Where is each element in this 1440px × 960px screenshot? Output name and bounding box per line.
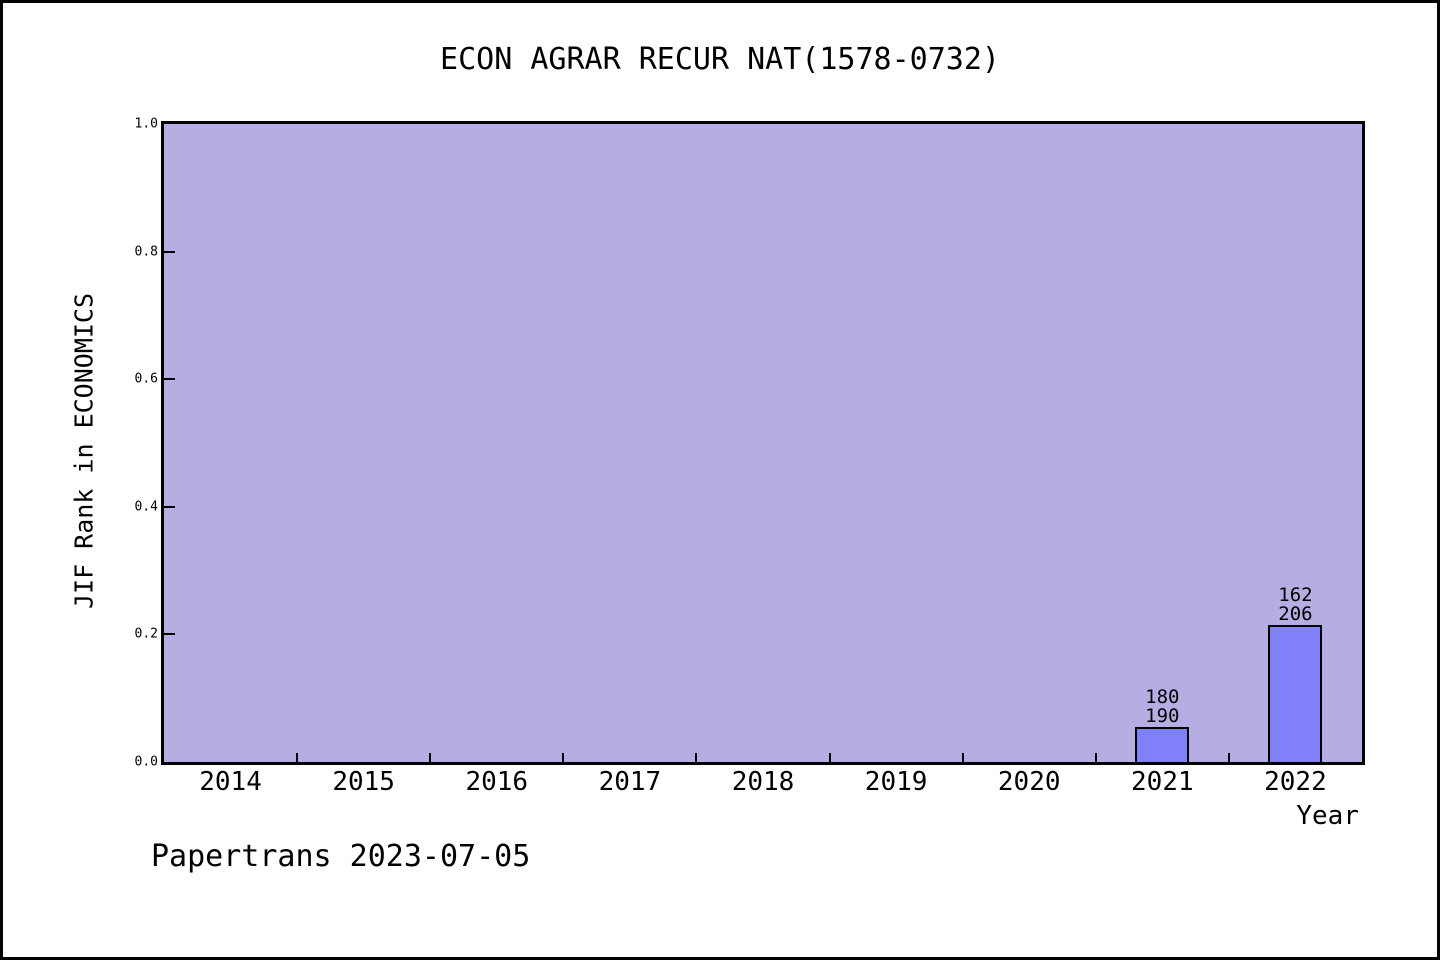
bar xyxy=(1135,726,1190,762)
x-tick-label: 2017 xyxy=(598,767,662,797)
y-tick-mark xyxy=(164,633,175,636)
y-tick-label: 0.4 xyxy=(134,499,158,515)
y-tick-label: 0.0 xyxy=(134,754,158,770)
x-tick-label: 2021 xyxy=(1131,767,1194,797)
y-tick-label: 0.8 xyxy=(134,244,158,260)
chart-title: ECON AGRAR RECUR NAT(1578-0732) xyxy=(440,42,1000,77)
y-tick-mark xyxy=(164,250,175,253)
bar-value-line1: 180 xyxy=(1145,685,1180,708)
footer-text: Papertrans 2023-07-05 xyxy=(151,839,531,874)
x-tick-mark xyxy=(695,753,698,762)
x-tick-label: 2016 xyxy=(465,767,529,797)
y-axis: 0.0 0.2 0.4 0.6 0.8 1.0 xyxy=(3,116,158,769)
y-tick-label: 0.2 xyxy=(134,626,158,642)
bar-value-line2: 206 xyxy=(1278,602,1313,625)
y-tick-label: 1.0 xyxy=(134,116,158,132)
x-axis-label: Year xyxy=(1296,801,1359,831)
y-tick-mark xyxy=(164,505,175,508)
x-axis: 2014 2015 2016 2017 2018 2019 2020 2021 2022 xyxy=(164,769,1362,801)
bar-value-label: 180 190 xyxy=(1145,685,1180,727)
x-tick-mark xyxy=(961,753,964,762)
x-tick-label: 2020 xyxy=(997,767,1061,797)
x-tick-mark xyxy=(1227,753,1230,762)
x-tick-mark xyxy=(1094,753,1097,762)
bar-value-label: 162 206 xyxy=(1278,583,1313,625)
y-tick-label: 0.6 xyxy=(134,371,158,387)
x-tick-label: 2018 xyxy=(731,767,795,797)
x-tick-label: 2014 xyxy=(199,767,262,797)
x-tick-mark xyxy=(562,753,565,762)
x-tick-label: 2019 xyxy=(864,767,928,797)
x-tick-label: 2022 xyxy=(1264,767,1327,797)
bar xyxy=(1268,624,1323,762)
x-tick-label: 2015 xyxy=(332,767,395,797)
x-tick-mark xyxy=(296,753,299,762)
x-tick-mark xyxy=(429,753,432,762)
bar-value-line2: 190 xyxy=(1145,704,1180,727)
y-tick-mark xyxy=(164,378,175,381)
x-tick-mark xyxy=(828,753,831,762)
bar-value-line1: 162 xyxy=(1278,583,1313,606)
plot-area: 180 190 162 206 xyxy=(161,121,1365,765)
